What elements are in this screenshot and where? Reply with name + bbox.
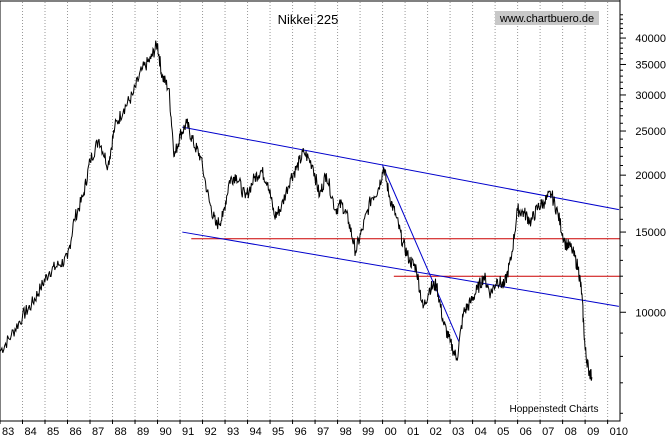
x-tick-label-96: 96 [295, 426, 307, 438]
y-tick-label-35000: 35000 [635, 59, 666, 71]
y-axis: 10000 15000 20000 25000 30000 35000 40000 [619, 0, 666, 420]
source-label: www.chartbuero.de [499, 13, 594, 25]
source-label-background [495, 11, 599, 25]
x-tick-label-05: 05 [497, 426, 509, 438]
chart-title: Nikkei 225 [278, 12, 339, 27]
x-tick-label-01: 01 [407, 426, 419, 438]
x-tick-label-86: 86 [70, 426, 82, 438]
x-tick-label-85: 85 [47, 426, 59, 438]
y-tick-label-40000: 40000 [635, 33, 666, 45]
x-tick-label-95: 95 [272, 426, 284, 438]
x-tick-label-07: 07 [542, 426, 554, 438]
x-tick-label-02: 02 [430, 426, 442, 438]
y-tick-label-30000: 30000 [635, 90, 666, 102]
y-tick-label-20000: 20000 [635, 170, 666, 182]
x-axis: 83 84 85 86 87 88 89 90 91 92 93 94 95 96 97 98 99 00 01 02… [0, 420, 628, 438]
x-tick-label-98: 98 [340, 426, 352, 438]
x-tick-label-03: 03 [452, 426, 464, 438]
x-tick-label-92: 92 [205, 426, 217, 438]
x-tick-label-88: 88 [115, 426, 127, 438]
x-tick-label-89: 89 [137, 426, 149, 438]
price-series-line [0, 40, 593, 381]
x-tick-label-09: 09 [587, 426, 599, 438]
x-tick-label-04: 04 [475, 426, 487, 438]
grid [0, 2, 609, 420]
steep-down-line [382, 165, 460, 343]
x-tick-label-90: 90 [160, 426, 172, 438]
x-tick-label-84: 84 [25, 426, 37, 438]
credit-label: Hoppenstedt Charts [510, 404, 599, 415]
x-tick-label-87: 87 [92, 426, 104, 438]
x-tick-label-08: 08 [565, 426, 577, 438]
x-tick-label-91: 91 [182, 426, 194, 438]
y-tick-label-10000: 10000 [635, 307, 666, 319]
y-tick-label-15000: 15000 [635, 227, 666, 239]
x-tick-label-00: 00 [385, 426, 397, 438]
x-tick-label-97: 97 [317, 426, 329, 438]
x-tick-label-06: 06 [520, 426, 532, 438]
x-tick-label-99: 99 [362, 426, 374, 438]
x-tick-label-93: 93 [227, 426, 239, 438]
x-tick-label-94: 94 [250, 426, 262, 438]
lower-channel-line [182, 231, 619, 307]
x-tick-label-83: 83 [2, 426, 14, 438]
y-tick-label-25000: 25000 [635, 126, 666, 138]
x-tick-label-010: 010 [610, 426, 628, 438]
